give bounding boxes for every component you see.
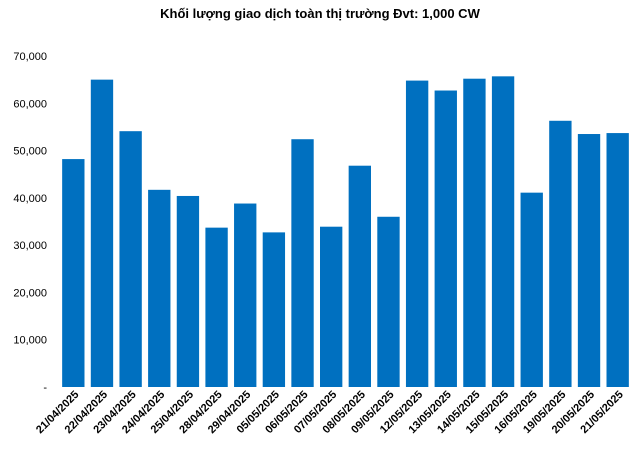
y-tick-label: 10,000 bbox=[13, 335, 47, 347]
bar bbox=[520, 192, 543, 387]
bar bbox=[176, 195, 200, 387]
bar bbox=[148, 189, 171, 387]
bar bbox=[62, 159, 85, 387]
y-tick-label: 50,000 bbox=[13, 146, 47, 158]
y-tick-label: 70,000 bbox=[13, 51, 47, 63]
y-tick-label: 60,000 bbox=[13, 98, 47, 110]
bar bbox=[205, 227, 228, 387]
bar bbox=[549, 120, 572, 387]
bar bbox=[234, 203, 257, 387]
bar bbox=[291, 139, 314, 387]
y-tick-label: - bbox=[43, 382, 47, 394]
x-axis: 21/04/202522/04/202523/04/202524/04/2025… bbox=[34, 389, 626, 436]
bar bbox=[119, 131, 142, 387]
bar bbox=[377, 216, 400, 387]
bar bbox=[262, 232, 286, 387]
bar bbox=[405, 80, 429, 388]
chart-title: Khối lượng giao dịch toàn thị trường Đvt… bbox=[160, 6, 480, 21]
y-tick-label: 30,000 bbox=[13, 240, 47, 252]
y-tick-label: 40,000 bbox=[13, 193, 47, 205]
bar bbox=[491, 76, 515, 387]
bar bbox=[348, 165, 371, 387]
y-axis: - 10,000 20,000 30,000 40,000 50,000 60,000 70,… bbox=[13, 51, 47, 394]
bar bbox=[463, 78, 486, 387]
bar bbox=[577, 134, 601, 387]
y-tick-label: 20,000 bbox=[13, 287, 47, 299]
bar bbox=[90, 79, 114, 388]
bar bbox=[606, 133, 629, 387]
bar bbox=[434, 90, 457, 388]
bars bbox=[62, 76, 629, 388]
bar bbox=[320, 226, 343, 387]
